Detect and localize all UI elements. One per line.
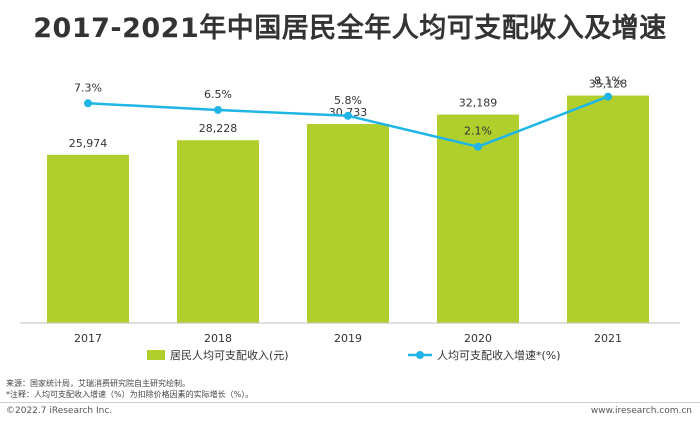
- line-value-label: 8.1%: [594, 75, 622, 88]
- x-tick-label: 2021: [594, 332, 622, 345]
- line-value-labels: 7.3% 6.5% 5.8% 2.1% 8.1%: [74, 75, 622, 138]
- x-tick-label: 2018: [204, 332, 232, 345]
- x-tick-labels: 2017 2018 2019 2020 2021: [74, 332, 622, 345]
- line-value-label: 6.5%: [204, 88, 232, 101]
- legend-bar-swatch: [147, 350, 165, 360]
- line-point: [604, 92, 612, 101]
- x-tick-label: 2020: [464, 332, 492, 345]
- line-value-label: 7.3%: [74, 81, 102, 94]
- line-value-label: 2.1%: [464, 125, 492, 138]
- bar-value-label: 25,974: [69, 137, 108, 150]
- line-point: [474, 142, 482, 151]
- x-tick-label: 2017: [74, 332, 102, 345]
- bar-value-label: 28,228: [199, 122, 238, 135]
- bar-series: [47, 95, 649, 324]
- legend-line-label: 人均可支配收入增速*(%): [437, 348, 561, 362]
- footer-divider: [0, 402, 700, 403]
- bar-value-label: 35,128: [589, 78, 628, 91]
- line-points: [84, 92, 612, 151]
- copyright: ©2022.7 iResearch Inc.: [6, 406, 113, 416]
- bar: [567, 95, 649, 323]
- bar: [307, 124, 389, 324]
- bar: [47, 154, 129, 323]
- line-point: [344, 111, 352, 120]
- legend-line-marker: [416, 351, 424, 359]
- bar-value-label: 32,189: [459, 97, 498, 110]
- chart-title: 2017-2021年中国居民全年人均可支配收入及增速: [33, 13, 667, 44]
- source-note: 来源：国家统计局，艾瑞消费研究院自主研究绘制。: [6, 379, 190, 388]
- x-tick-label: 2019: [334, 332, 362, 345]
- website: www.iresearch.com.cn: [590, 406, 692, 416]
- line-value-label: 5.8%: [334, 94, 362, 107]
- line-point: [214, 105, 222, 114]
- footnote: *注释：人均可支配收入增速（%）为扣除价格因素的实际增长（%）。: [6, 390, 254, 399]
- line-point: [84, 99, 92, 108]
- legend: 居民人均可支配收入(元) 人均可支配收入增速*(%): [147, 348, 561, 362]
- legend-bar-label: 居民人均可支配收入(元): [170, 348, 289, 362]
- bar: [177, 140, 259, 323]
